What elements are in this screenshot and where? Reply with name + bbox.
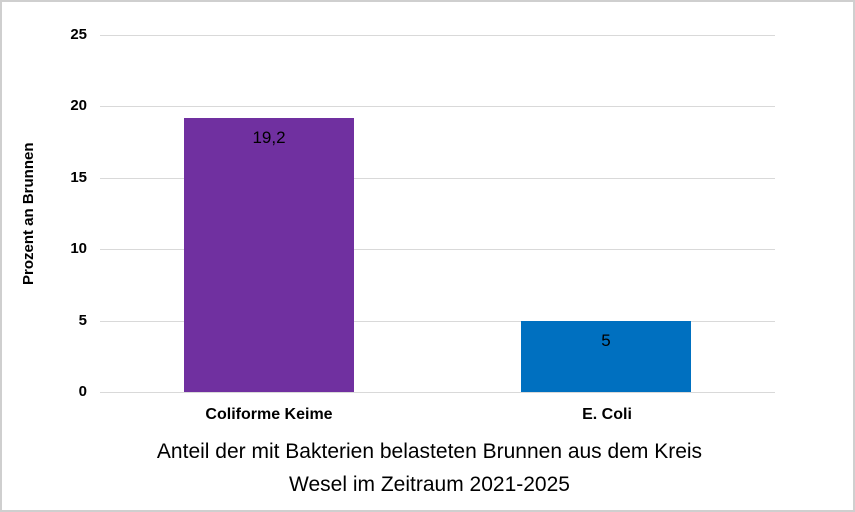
x-category-label: E. Coli	[582, 406, 632, 423]
bar-1	[184, 118, 354, 392]
gridline	[100, 178, 775, 179]
gridline	[100, 249, 775, 250]
bar-value-label: 19,2	[252, 128, 286, 147]
y-axis-title: Prozent an Brunnen	[20, 142, 37, 285]
y-tick-label: 0	[78, 383, 87, 400]
y-tick-label: 20	[70, 97, 87, 114]
gridline	[100, 321, 775, 322]
gridline	[100, 106, 775, 107]
chart-title-line-2: Wesel im Zeitraum 2021-2025	[289, 473, 570, 496]
bar-value-label: 5	[601, 331, 611, 350]
y-tick-label: 25	[70, 26, 87, 43]
chart-title: Anteil der mit Bakterien belasteten Brun…	[2, 435, 853, 501]
gridline	[100, 35, 775, 36]
y-tick-label: 15	[70, 169, 87, 186]
gridline	[100, 392, 775, 393]
y-tick-label: 10	[70, 240, 87, 257]
x-category-label: Coliforme Keime	[205, 406, 333, 423]
y-tick-label: 5	[78, 312, 87, 329]
chart-title-line-1: Anteil der mit Bakterien belasteten Brun…	[156, 440, 703, 463]
bar-2	[521, 321, 691, 392]
